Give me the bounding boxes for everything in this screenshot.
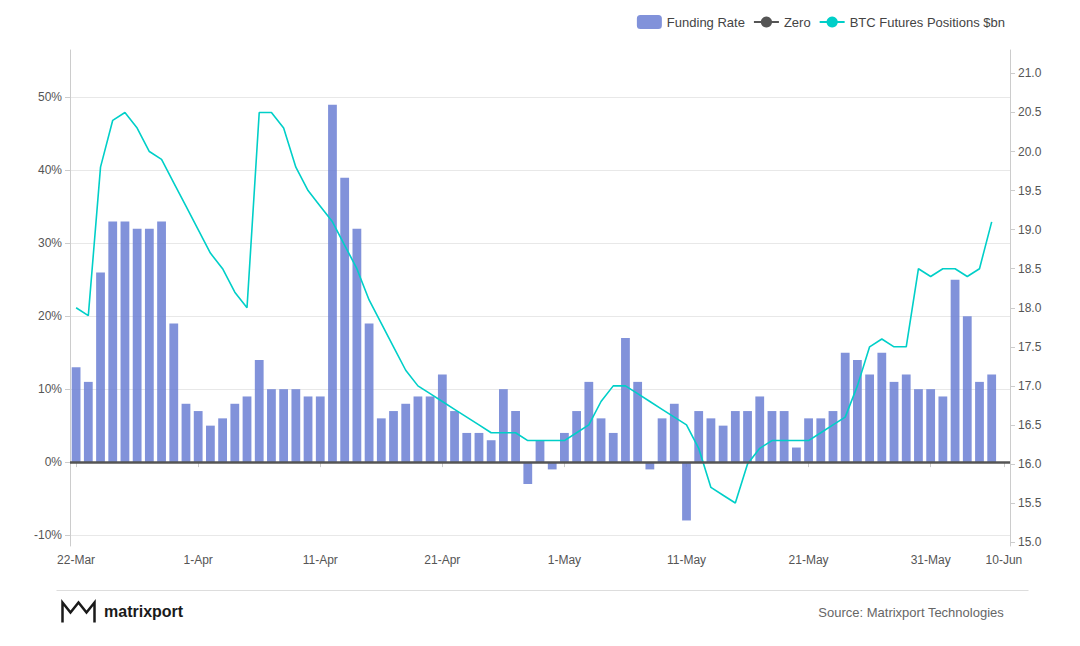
svg-text:21-Apr: 21-Apr — [424, 553, 460, 567]
svg-text:0%: 0% — [45, 455, 63, 469]
svg-text:-10%: -10% — [34, 528, 62, 542]
svg-text:16.5: 16.5 — [1018, 418, 1042, 432]
svg-text:11-Apr: 11-Apr — [303, 553, 338, 567]
svg-text:1-May: 1-May — [548, 553, 581, 567]
svg-text:20.5: 20.5 — [1018, 105, 1042, 119]
svg-text:22-Mar: 22-Mar — [57, 553, 95, 567]
svg-text:Zero: Zero — [784, 15, 811, 30]
svg-text:Source: Matrixport Technologie: Source: Matrixport Technologies — [818, 605, 1004, 620]
svg-text:40%: 40% — [38, 163, 62, 177]
svg-text:16.0: 16.0 — [1018, 457, 1042, 471]
svg-text:19.5: 19.5 — [1018, 184, 1042, 198]
svg-text:11-May: 11-May — [667, 553, 706, 567]
svg-text:matrixport: matrixport — [104, 603, 184, 620]
svg-text:31-May: 31-May — [911, 553, 951, 567]
svg-text:17.5: 17.5 — [1018, 340, 1042, 354]
svg-text:21.0: 21.0 — [1018, 66, 1042, 80]
svg-text:BTC Futures Positions $bn: BTC Futures Positions $bn — [850, 15, 1005, 30]
svg-text:20%: 20% — [38, 309, 62, 323]
svg-text:18.5: 18.5 — [1018, 262, 1042, 276]
svg-text:17.0: 17.0 — [1018, 379, 1042, 393]
svg-text:10-Jun: 10-Jun — [986, 553, 1023, 567]
svg-text:15.0: 15.0 — [1018, 535, 1042, 549]
svg-text:50%: 50% — [38, 90, 62, 104]
svg-text:30%: 30% — [38, 236, 62, 250]
svg-text:18.0: 18.0 — [1018, 301, 1042, 315]
svg-text:19.0: 19.0 — [1018, 223, 1042, 237]
svg-text:10%: 10% — [38, 382, 62, 396]
svg-text:1-Apr: 1-Apr — [184, 553, 213, 567]
svg-text:21-May: 21-May — [789, 553, 829, 567]
svg-text:20.0: 20.0 — [1018, 145, 1042, 159]
svg-text:Funding Rate: Funding Rate — [667, 15, 745, 30]
svg-text:15.5: 15.5 — [1018, 496, 1042, 510]
